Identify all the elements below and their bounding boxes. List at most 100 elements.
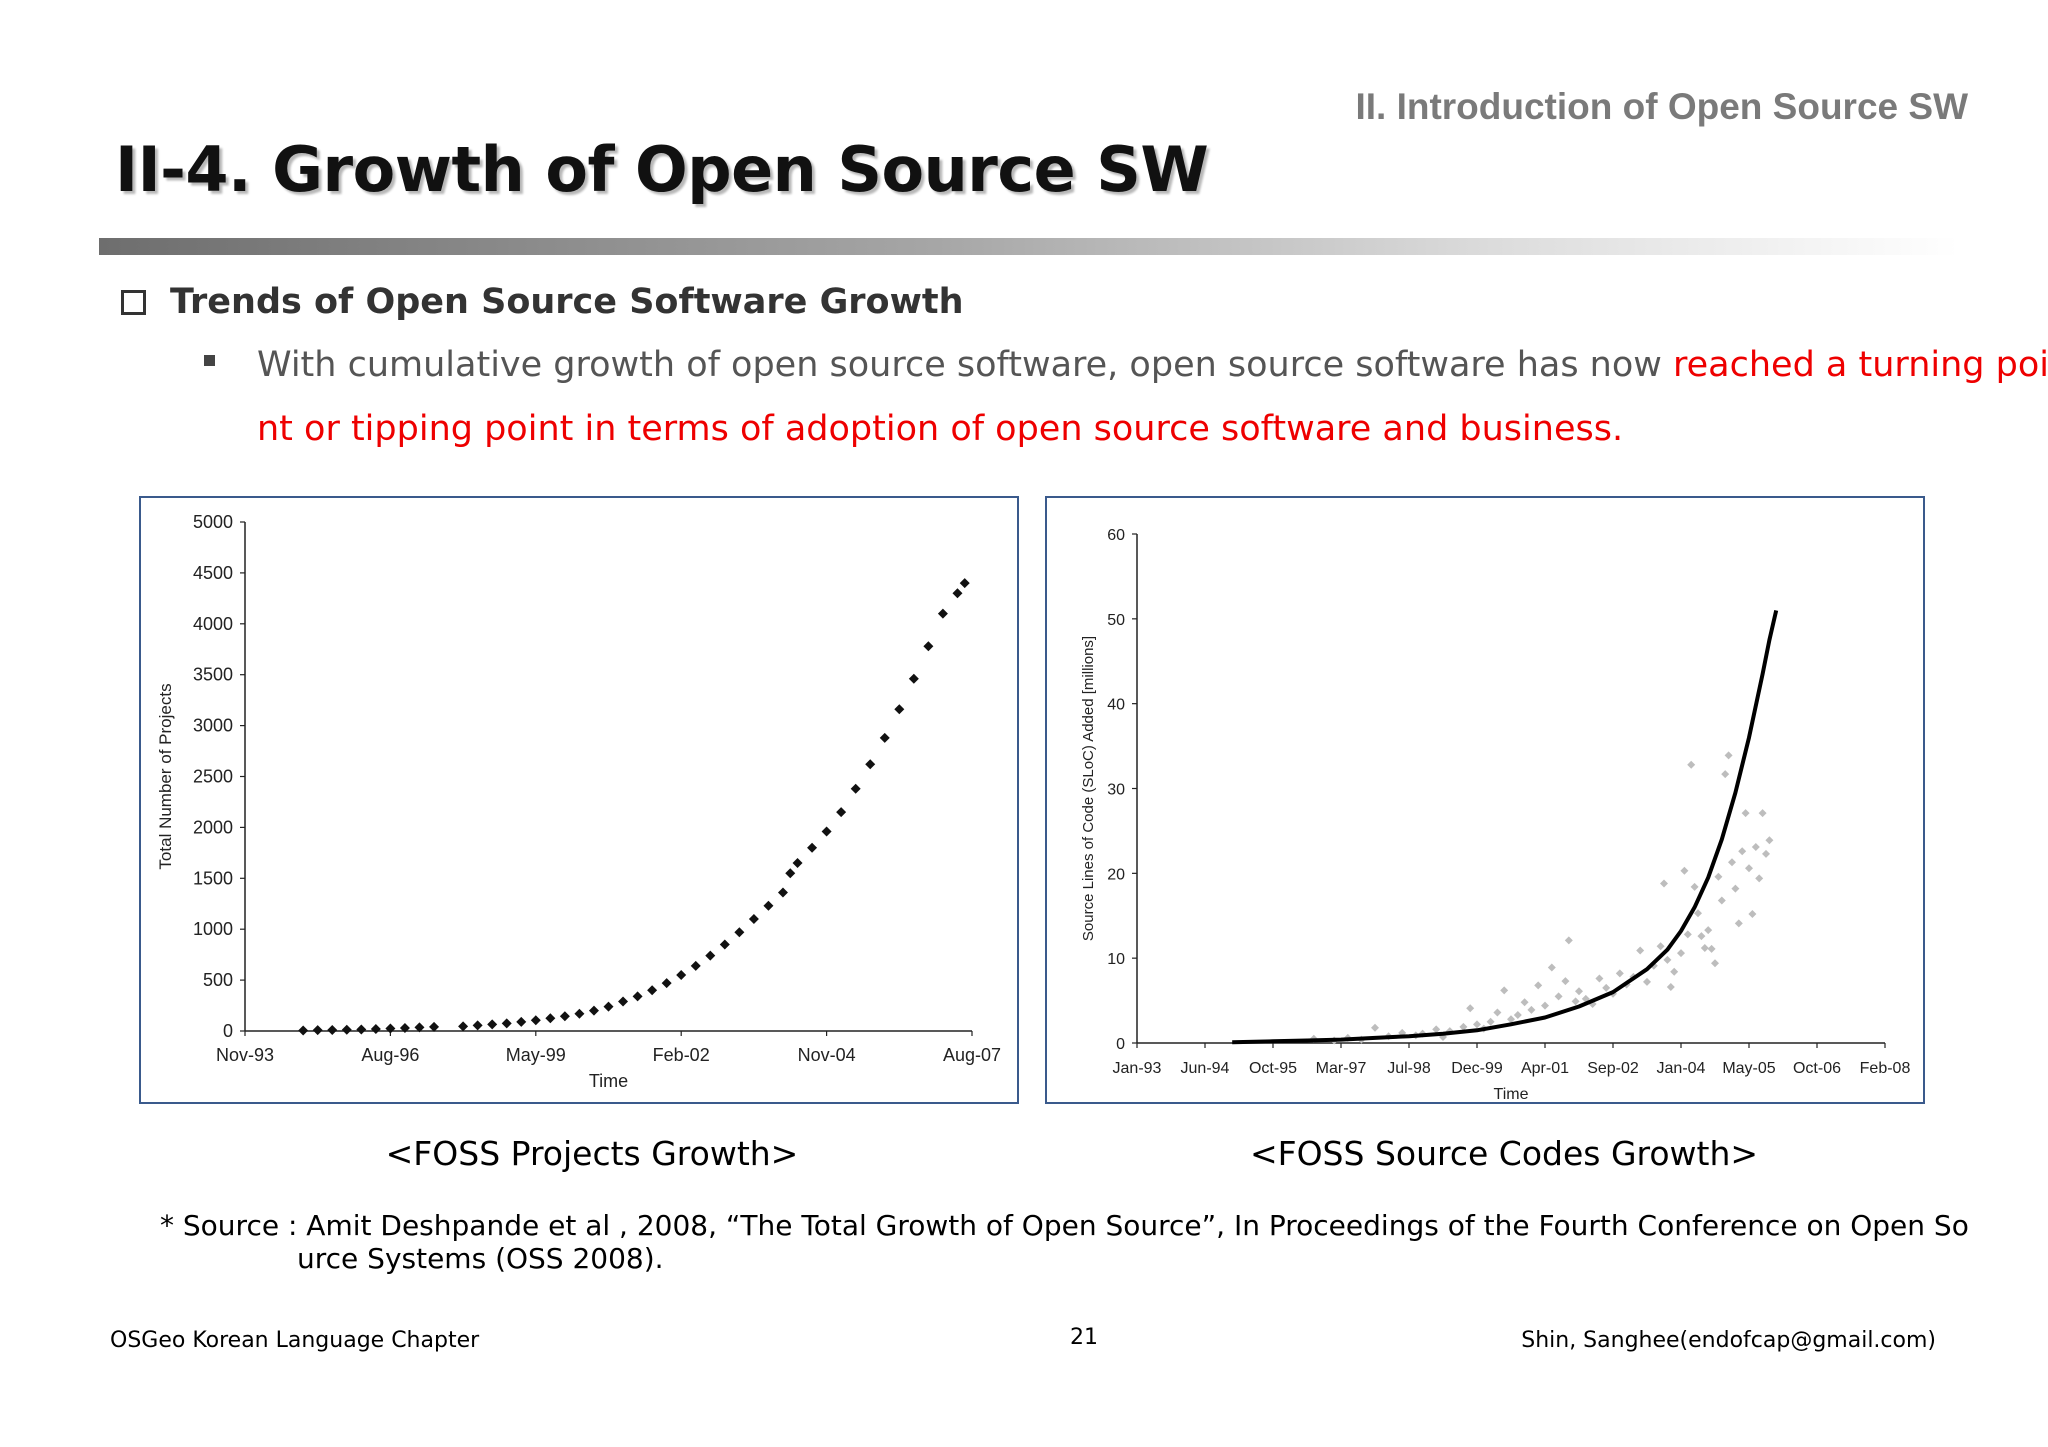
projects-y-tick-label: 3000	[193, 716, 233, 736]
projects-data-point	[559, 1011, 570, 1022]
projects-data-point	[603, 1001, 614, 1012]
sloc-observed-point	[1615, 969, 1624, 978]
sloc-y-tick-label: 20	[1107, 866, 1125, 883]
sloc-observed-point	[1595, 974, 1604, 983]
sloc-observed-point	[1677, 949, 1685, 958]
projects-data-point	[414, 1022, 425, 1033]
projects-data-point	[785, 868, 796, 879]
sloc-observed-point	[1765, 836, 1774, 845]
projects-x-tick-label: Aug-07	[943, 1045, 1001, 1065]
projects-y-tick-label: 0	[223, 1021, 233, 1041]
projects-y-tick-label: 5000	[193, 512, 233, 532]
projects-data-point	[341, 1024, 352, 1035]
sloc-trend-line	[1232, 609, 1779, 1045]
projects-x-tick-label: Feb-02	[653, 1045, 710, 1065]
sloc-observed-point	[1714, 872, 1723, 881]
sloc-observed-point	[1683, 930, 1692, 939]
sloc-observed-point	[1666, 983, 1675, 992]
sloc-observed-point	[1656, 942, 1665, 951]
sloc-observed-point	[1602, 983, 1611, 992]
sloc-observed-point	[1564, 936, 1573, 945]
projects-data-point	[821, 826, 832, 837]
projects-data-point	[327, 1024, 338, 1035]
bullet-text-plain: With cumulative growth of open source so…	[257, 345, 1674, 385]
projects-data-point	[879, 732, 890, 743]
source-citation-line-1: * Source : Amit Deshpande et al , 2008, …	[160, 1209, 1969, 1242]
square-bullet-icon	[204, 355, 215, 366]
projects-y-tick-label: 500	[203, 970, 233, 990]
bullet-text-highlight: reached a turning poi	[1673, 345, 2048, 385]
projects-data-point	[501, 1018, 512, 1029]
sloc-x-tick-label: Jan-93	[1113, 1060, 1162, 1077]
sloc-observed-point	[1554, 992, 1563, 1001]
sloc-observed-point	[1643, 977, 1651, 986]
sloc-y-tick-label: 50	[1107, 612, 1125, 629]
sloc-x-tick-label: Dec-99	[1451, 1060, 1503, 1077]
projects-y-tick-label: 2000	[193, 817, 233, 837]
sloc-observed-point	[1575, 987, 1583, 996]
projects-data-point	[458, 1021, 469, 1032]
projects-data-point	[807, 842, 818, 853]
sloc-observed-point	[1547, 963, 1556, 972]
projects-data-point	[356, 1024, 367, 1035]
sloc-observed-point	[1432, 1025, 1441, 1034]
projects-x-tick-label: Nov-04	[798, 1045, 856, 1065]
sloc-observed-point	[1513, 1011, 1522, 1020]
projects-data-point	[894, 704, 905, 715]
sloc-x-tick-label: Sep-02	[1587, 1060, 1639, 1077]
sloc-observed-point	[1520, 998, 1529, 1007]
sloc-x-tick-label: Oct-06	[1793, 1060, 1841, 1077]
projects-data-point	[865, 759, 876, 770]
projects-y-tick-label: 4500	[193, 563, 233, 583]
sloc-y-tick-label: 10	[1107, 951, 1125, 968]
projects-data-point	[516, 1016, 527, 1027]
projects-data-point	[530, 1015, 541, 1026]
page-title: II-4. Growth of Open Source SW	[115, 133, 1209, 206]
sloc-observed-point	[1486, 1017, 1495, 1026]
sloc-x-tick-label: Jan-04	[1657, 1060, 1706, 1077]
projects-data-point	[690, 960, 701, 971]
sloc-y-tick-label: 40	[1107, 697, 1125, 714]
sloc-x-tick-label: Apr-01	[1521, 1060, 1569, 1077]
sloc-y-tick-label: 30	[1107, 782, 1125, 799]
sloc-observed-point	[1731, 884, 1740, 893]
projects-data-point	[763, 900, 774, 911]
projects-data-point	[777, 887, 788, 898]
footer-organization: OSGeo Korean Language Chapter	[110, 1328, 480, 1353]
sloc-observed-point	[1755, 874, 1764, 883]
sloc-observed-point	[1694, 909, 1702, 918]
sloc-observed-point	[1687, 760, 1696, 769]
sloc-x-axis-label: Time	[1494, 1086, 1529, 1102]
projects-x-tick-label: May-99	[506, 1045, 566, 1065]
foss-source-codes-chart-svg: 0 10 20 30 40 50 60 Jan-93 Jun-94 Oct-95 Mar-97 Jul…	[1080, 527, 1910, 1102]
sloc-x-tick-label: Mar-97	[1316, 1060, 1367, 1077]
projects-data-point	[370, 1023, 381, 1034]
footer-page-number: 21	[1070, 1325, 1098, 1350]
projects-data-point	[618, 996, 629, 1007]
projects-data-point	[734, 927, 745, 938]
sloc-observed-point	[1670, 967, 1679, 976]
projects-data-point	[632, 991, 643, 1002]
projects-data-point	[312, 1025, 323, 1036]
sloc-observed-point	[1728, 858, 1736, 867]
sloc-observed-point	[1762, 849, 1770, 858]
sloc-observed-point	[1636, 946, 1645, 955]
foss-projects-chart-svg: 0 500 1000 1500 2000 2500 3000 3500 4000 4500 5000…	[156, 512, 1001, 1091]
projects-data-point	[719, 939, 730, 950]
projects-data-point	[487, 1019, 498, 1030]
sloc-observed-point	[1717, 896, 1726, 905]
projects-data-point	[588, 1005, 599, 1016]
sloc-observed-point	[1500, 986, 1509, 995]
sloc-observed-point	[1700, 943, 1709, 952]
sloc-observed-point	[1660, 879, 1668, 888]
projects-data-point	[574, 1008, 585, 1019]
sloc-observed-point	[1707, 944, 1716, 953]
projects-data-point	[545, 1013, 556, 1024]
sloc-observed-point	[1724, 751, 1733, 760]
sloc-observed-point	[1734, 919, 1743, 928]
projects-data-point	[385, 1023, 396, 1034]
bullet-heading: Trends of Open Source Software Growth	[170, 282, 964, 322]
sloc-observed-point	[1711, 959, 1719, 968]
projects-y-tick-label: 2500	[193, 767, 233, 787]
projects-data-point	[923, 641, 934, 652]
